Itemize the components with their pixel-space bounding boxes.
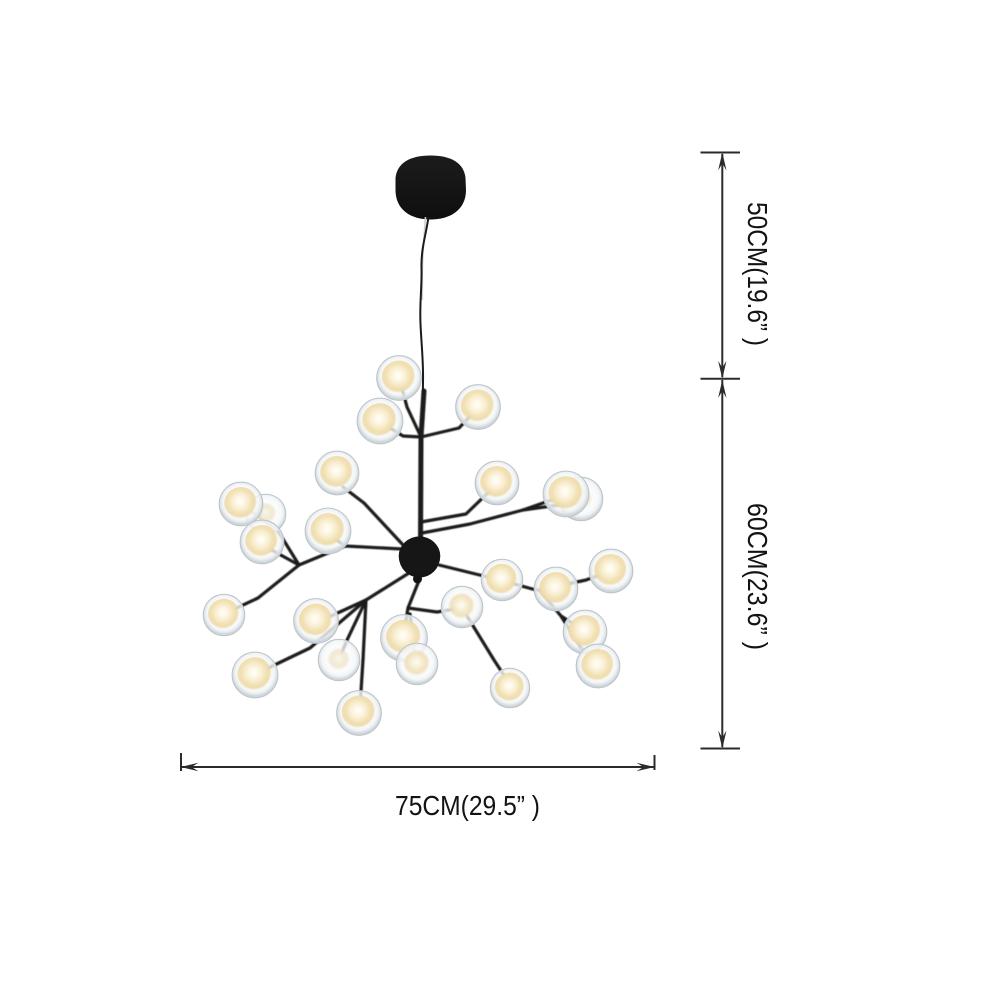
svg-text:60CM(23.6” ): 60CM(23.6” ) [742, 503, 773, 650]
svg-text:75CM(29.5” ): 75CM(29.5” ) [395, 790, 540, 821]
svg-text:50CM(19.6” ): 50CM(19.6” ) [742, 202, 773, 346]
